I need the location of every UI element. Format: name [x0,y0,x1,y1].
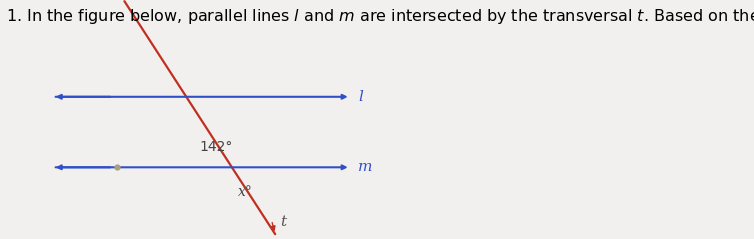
Text: m: m [358,160,372,174]
Text: 142°: 142° [200,140,233,154]
Text: l: l [358,90,363,104]
Text: x°: x° [238,185,253,199]
Text: 1. In the figure below, parallel lines $\it{l}$ and $\it{m}$ are intersected by : 1. In the figure below, parallel lines $… [6,7,754,26]
Text: t: t [280,215,287,229]
